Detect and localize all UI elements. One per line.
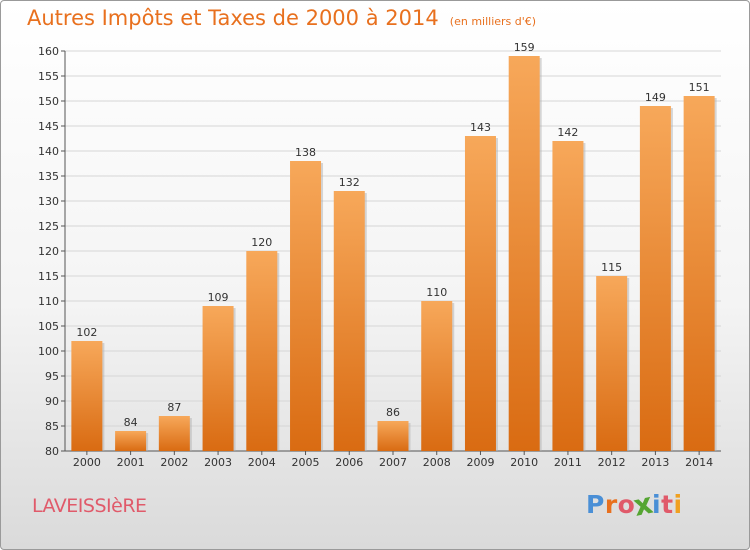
bar-2010 [508, 56, 540, 451]
value-label: 138 [295, 146, 316, 159]
value-label: 149 [645, 91, 666, 104]
value-label: 109 [208, 291, 229, 304]
bar-2004 [246, 251, 278, 451]
value-label: 142 [557, 126, 578, 139]
y-tick-label: 80 [45, 445, 59, 458]
bar-2012 [596, 276, 628, 451]
bar-2011 [552, 141, 584, 451]
value-label: 110 [426, 286, 447, 299]
value-label: 132 [339, 176, 360, 189]
value-label: 86 [386, 406, 400, 419]
y-tick-label: 130 [38, 195, 59, 208]
logo-letter: i [673, 490, 683, 519]
x-tick-label: 2009 [466, 456, 494, 469]
x-tick-label: 2004 [248, 456, 276, 469]
bar-2008 [421, 301, 453, 451]
x-tick-label: 2011 [554, 456, 582, 469]
logo-letter: o [617, 490, 636, 519]
logo-letter: r [604, 490, 618, 519]
y-tick-label: 95 [45, 370, 59, 383]
x-tick-label: 2001 [117, 456, 145, 469]
y-tick-label: 140 [38, 145, 59, 158]
value-label: 151 [689, 81, 710, 94]
y-tick-label: 125 [38, 220, 59, 233]
value-label: 84 [124, 416, 138, 429]
value-label: 115 [601, 261, 622, 274]
bar-2007 [377, 421, 409, 451]
x-tick-label: 2007 [379, 456, 407, 469]
logo-letter: t [661, 490, 674, 519]
bar-2006 [333, 191, 365, 451]
logo-letter: P [586, 490, 605, 519]
y-tick-label: 120 [38, 245, 59, 258]
bar-2005 [290, 161, 322, 451]
bar-2009 [464, 136, 496, 451]
value-label: 120 [251, 236, 272, 249]
x-tick-label: 2014 [685, 456, 713, 469]
x-tick-label: 2006 [335, 456, 363, 469]
x-tick-label: 2012 [598, 456, 626, 469]
x-tick-label: 2005 [292, 456, 320, 469]
x-tick-label: 2008 [423, 456, 451, 469]
chart-title-block: Autres Impôts et Taxes de 2000 à 2014 (e… [27, 6, 536, 30]
y-tick-label: 150 [38, 95, 59, 108]
logo-letter: i [652, 490, 662, 519]
value-label: 87 [167, 401, 181, 414]
y-tick-label: 145 [38, 120, 59, 133]
chart-title: Autres Impôts et Taxes de 2000 à 2014 [27, 6, 439, 30]
y-tick-label: 90 [45, 395, 59, 408]
value-label: 159 [514, 41, 535, 54]
bar-2014 [683, 96, 715, 451]
value-label: 102 [76, 326, 97, 339]
value-label: 143 [470, 121, 491, 134]
x-tick-label: 2000 [73, 456, 101, 469]
y-tick-label: 115 [38, 270, 59, 283]
y-tick-label: 105 [38, 320, 59, 333]
bar-2001 [115, 431, 147, 451]
x-tick-label: 2010 [510, 456, 538, 469]
commune-name: LAVEISSIèRE [32, 495, 147, 517]
y-tick-label: 85 [45, 420, 59, 433]
proxiti-logo: Proxiti [586, 486, 683, 523]
bar-2003 [202, 306, 234, 451]
y-tick-label: 110 [38, 295, 59, 308]
bar-2002 [158, 416, 190, 451]
x-tick-label: 2003 [204, 456, 232, 469]
y-tick-label: 100 [38, 345, 59, 358]
x-tick-label: 2002 [160, 456, 188, 469]
chart-unit: (en milliers d'€) [449, 15, 537, 28]
bar-2013 [639, 106, 671, 451]
y-tick-label: 155 [38, 70, 59, 83]
x-tick-label: 2013 [641, 456, 669, 469]
y-tick-label: 160 [38, 45, 59, 58]
bar-2000 [71, 341, 103, 451]
y-tick-label: 135 [38, 170, 59, 183]
